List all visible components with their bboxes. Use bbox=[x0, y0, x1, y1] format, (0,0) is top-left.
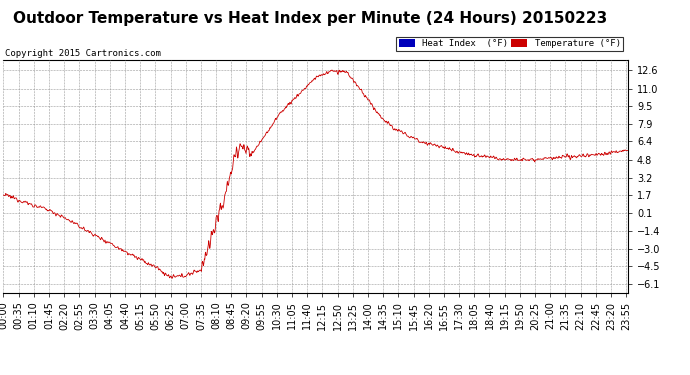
Text: Outdoor Temperature vs Heat Index per Minute (24 Hours) 20150223: Outdoor Temperature vs Heat Index per Mi… bbox=[13, 11, 608, 26]
Legend: Heat Index  (°F), Temperature (°F): Heat Index (°F), Temperature (°F) bbox=[396, 37, 623, 51]
Text: Copyright 2015 Cartronics.com: Copyright 2015 Cartronics.com bbox=[5, 49, 161, 58]
